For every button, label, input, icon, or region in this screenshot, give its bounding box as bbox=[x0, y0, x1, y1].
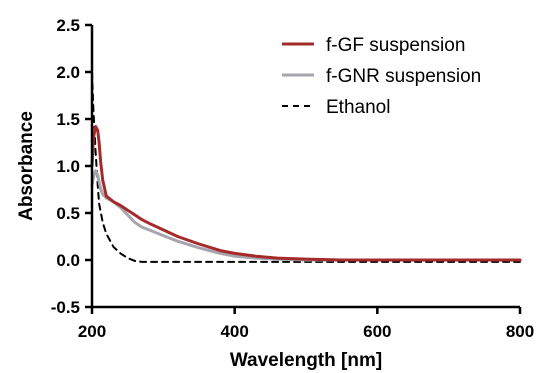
y-tick-label: -0.5 bbox=[51, 298, 80, 317]
x-ticks: 200 400 600 800 bbox=[78, 307, 534, 341]
y-tick-label: 2.0 bbox=[56, 63, 80, 82]
y-tick-label: 1.5 bbox=[56, 110, 80, 129]
series-layer bbox=[90, 71, 522, 263]
y-tick-label: 0.5 bbox=[56, 204, 80, 223]
legend-label-f-gf: f-GF suspension bbox=[326, 35, 465, 56]
series-line-f-gnr-suspension bbox=[90, 169, 522, 262]
y-tick-label: 1.0 bbox=[56, 157, 80, 176]
legend-label-ethanol: Ethanol bbox=[326, 97, 390, 118]
series-line-ethanol bbox=[91, 71, 521, 263]
legend-label-f-gnr: f-GNR suspension bbox=[326, 66, 481, 87]
y-axis-title: Absorbance bbox=[16, 111, 37, 221]
legend: f-GF suspension f-GNR suspension Ethanol bbox=[282, 35, 481, 118]
series-line-f-gf-suspension bbox=[90, 125, 522, 262]
x-tick-label: 200 bbox=[78, 322, 106, 341]
y-ticks: -0.5 0.0 0.5 1.0 1.5 2.0 2.5 bbox=[51, 16, 92, 317]
x-tick-label: 800 bbox=[506, 322, 534, 341]
x-tick-label: 600 bbox=[363, 322, 391, 341]
y-tick-label: 2.5 bbox=[56, 16, 80, 35]
y-tick-label: 0.0 bbox=[56, 251, 80, 270]
x-tick-label: 400 bbox=[220, 322, 248, 341]
x-axis-title: Wavelength [nm] bbox=[230, 350, 382, 371]
